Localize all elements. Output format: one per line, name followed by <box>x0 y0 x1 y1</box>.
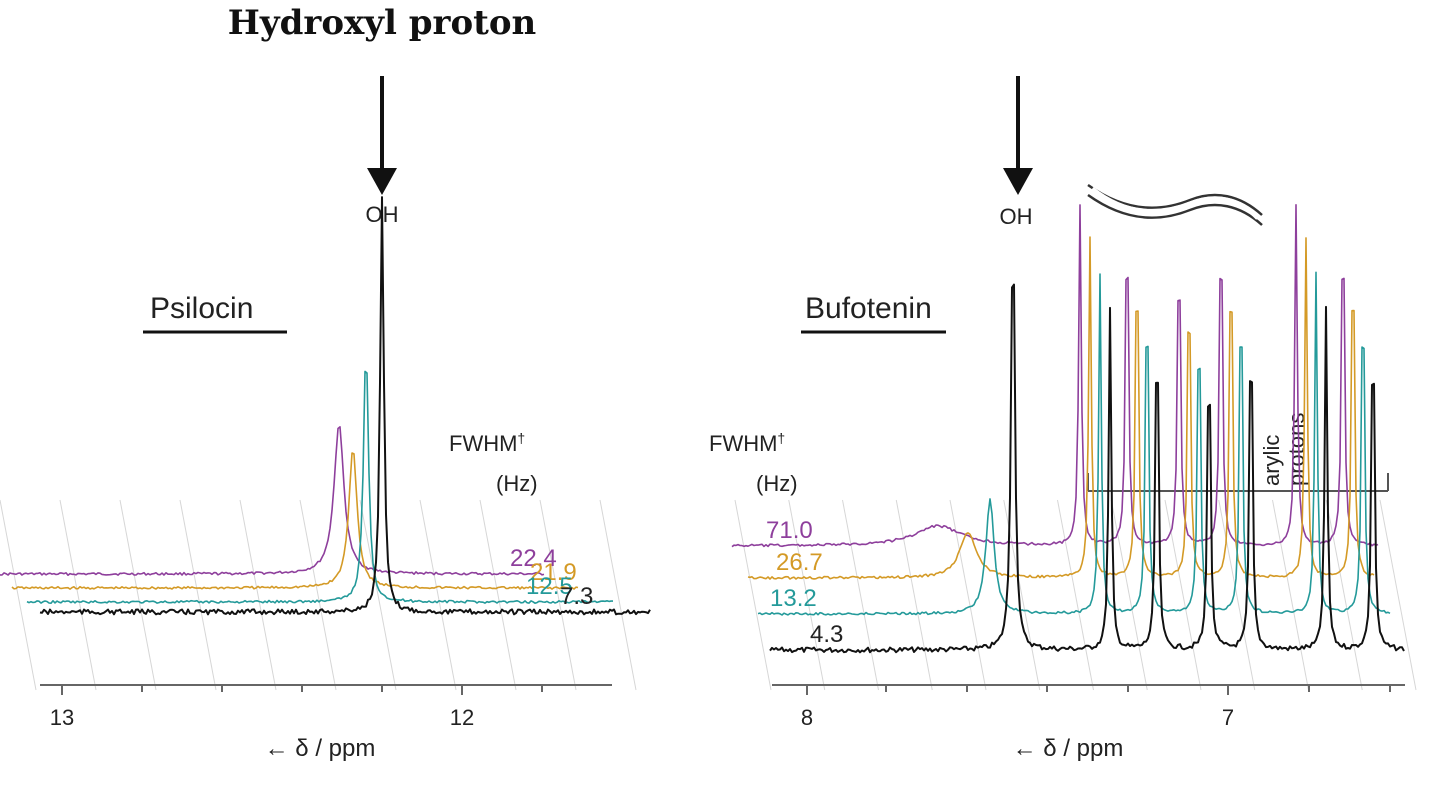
aryl-label-line1: arylic <box>1259 435 1284 486</box>
spectrum-trace <box>769 283 1405 654</box>
x-tick-label: 13 <box>50 705 74 730</box>
stack-guide-line <box>1218 499 1256 691</box>
x-axis-label-bufotenin: ← δ / ppm <box>1013 735 1124 762</box>
fwhm-value-label: 22.4 <box>510 545 557 572</box>
stack-guide-line <box>239 499 277 691</box>
compound-label-psilocin: Psilocin <box>150 292 253 325</box>
aryl-label-line2: protons <box>1284 413 1309 486</box>
spectrum-panel-bufotenin: 71.0 26.7 13.2 4.3 8 7 <box>731 204 1417 730</box>
down-arrow-icon-right <box>1003 76 1033 195</box>
spectrum-trace <box>39 196 651 616</box>
stack-guide-line <box>119 499 157 691</box>
stack-guide-line <box>479 499 517 691</box>
stack-guide-line <box>949 499 987 691</box>
stack-guide-line <box>419 499 457 691</box>
stack-guide-line <box>599 499 637 691</box>
compound-label-bufotenin: Bufotenin <box>805 292 932 325</box>
spectrum-trace <box>26 370 613 604</box>
stack-guide-line <box>1325 499 1363 691</box>
stack-guide-line <box>0 499 37 691</box>
stack-guide-line <box>1057 499 1094 691</box>
down-arrow-icon-left <box>367 76 397 195</box>
stack-guide-line <box>299 499 337 691</box>
fwhm-header-bufotenin: FWHM† <box>709 430 785 456</box>
fwhm-header-psilocin: FWHM† <box>449 430 525 456</box>
stack-guide-line <box>539 499 577 691</box>
stack-guide-line <box>788 499 826 691</box>
x-axis-label-psilocin: ← δ / ppm <box>265 735 376 762</box>
fwhm-value-label: 21.9 <box>530 559 577 586</box>
spectrum-trace <box>731 204 1379 548</box>
fwhm-value-label: 71.0 <box>766 517 813 544</box>
oh-label-bufotenin: OH <box>1000 204 1033 229</box>
stack-guide-line <box>59 499 97 691</box>
fwhm-value-label: 12.5 <box>526 573 573 600</box>
stack-guide-line <box>179 499 217 691</box>
stack-guide-line <box>842 499 879 691</box>
stack-guide-line <box>734 499 772 691</box>
fwhm-value-label: 7.3 <box>560 583 593 610</box>
stack-guide-line <box>1379 499 1417 691</box>
fwhm-value-label: 26.7 <box>776 549 823 576</box>
fwhm-value-label: 13.2 <box>770 585 817 612</box>
spectrum-trace <box>0 426 545 576</box>
stack-guide-line <box>1110 499 1148 691</box>
spectrum-trace <box>747 236 1375 580</box>
spectrum-trace <box>757 271 1391 616</box>
stack-guide-line <box>359 499 397 691</box>
fwhm-unit-bufotenin: (Hz) <box>756 471 798 496</box>
spectrum-panel-psilocin: 22.421.912.57.3 13 12 <box>0 196 651 730</box>
axis-break-icon <box>1087 183 1263 226</box>
x-tick-label: 12 <box>450 705 474 730</box>
x-tick-label: 7 <box>1222 705 1234 730</box>
x-tick-label: 8 <box>801 705 813 730</box>
stack-guide-line <box>1272 499 1309 691</box>
spectrum-trace <box>11 452 579 590</box>
stack-guide-line <box>895 499 933 691</box>
fwhm-value-label: 4.3 <box>810 621 843 648</box>
fwhm-unit-psilocin: (Hz) <box>496 471 538 496</box>
figure-title: Hydroxyl proton <box>228 3 537 43</box>
